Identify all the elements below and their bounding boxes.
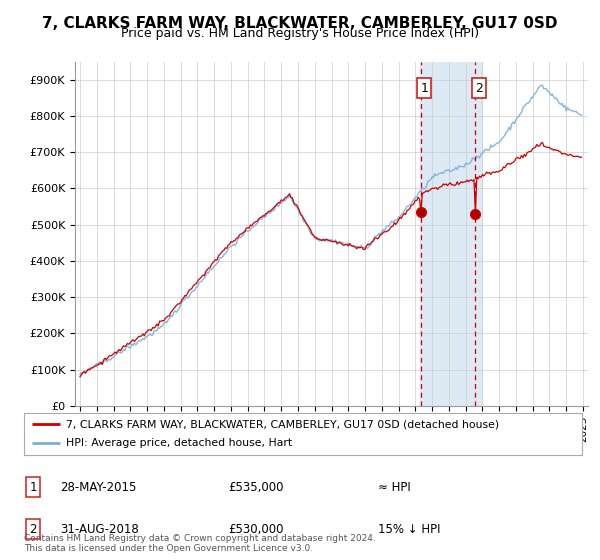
Text: HPI: Average price, detached house, Hart: HPI: Average price, detached house, Hart [66, 438, 292, 449]
Text: 7, CLARKS FARM WAY, BLACKWATER, CAMBERLEY, GU17 0SD: 7, CLARKS FARM WAY, BLACKWATER, CAMBERLE… [42, 16, 558, 31]
Text: Contains HM Land Registry data © Crown copyright and database right 2024.
This d: Contains HM Land Registry data © Crown c… [24, 534, 376, 553]
Text: 1: 1 [29, 480, 37, 494]
Text: £535,000: £535,000 [228, 480, 284, 494]
Text: 2: 2 [475, 82, 482, 95]
Bar [419, 62, 482, 406]
Text: 2: 2 [29, 522, 37, 536]
Text: Price paid vs. HM Land Registry's House Price Index (HPI): Price paid vs. HM Land Registry's House … [121, 27, 479, 40]
Text: 31-AUG-2018: 31-AUG-2018 [60, 522, 139, 536]
Text: £530,000: £530,000 [228, 522, 284, 536]
Text: 1: 1 [421, 82, 428, 95]
Text: 28-MAY-2015: 28-MAY-2015 [60, 480, 136, 494]
Text: 15% ↓ HPI: 15% ↓ HPI [378, 522, 440, 536]
Text: ≈ HPI: ≈ HPI [378, 480, 411, 494]
Text: 7, CLARKS FARM WAY, BLACKWATER, CAMBERLEY, GU17 0SD (detached house): 7, CLARKS FARM WAY, BLACKWATER, CAMBERLE… [66, 419, 499, 429]
